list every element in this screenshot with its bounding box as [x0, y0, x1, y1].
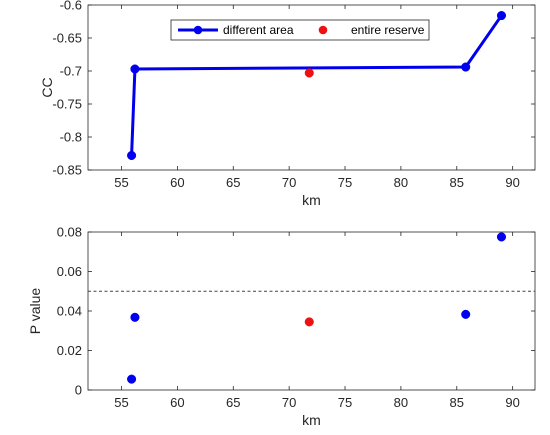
y-tick-label: -0.75: [52, 97, 82, 112]
legend-box: [170, 19, 430, 41]
x-tick-label: 75: [338, 175, 352, 190]
x-tick-label: 65: [226, 395, 240, 410]
legend-label-entire-reserve: entire reserve: [351, 23, 425, 37]
y-axis-label: CC: [39, 77, 55, 97]
bottom-p-value-chart: 55 60 65 70 75 80 85 90 0 0.02 0.04 0.06 0.08 km P val…: [27, 225, 536, 428]
data-point-different-area: [127, 150, 137, 161]
data-point-different-area: [496, 11, 507, 21]
top-cc-chart: 55 60 65 70 75 80 85 90 -0.85 -0.8 -0.75 -0.7 -0.65 -…: [39, 0, 536, 208]
x-tick-label: 85: [450, 395, 464, 410]
legend-label-different-area: different area: [223, 23, 294, 37]
legend: different area entire reserve: [170, 19, 430, 41]
y-tick-label: 0.08: [57, 225, 82, 240]
data-point-different-area: [496, 232, 507, 242]
y-tick-label: -0.8: [60, 130, 82, 145]
x-tick-label: 60: [170, 395, 184, 410]
y-tick-label: 0.04: [57, 304, 82, 319]
data-point-entire-reserve: [304, 68, 314, 78]
data-point-different-area: [130, 64, 140, 74]
x-tick-label: 85: [450, 175, 464, 190]
x-tick-label: 90: [505, 175, 519, 190]
x-tick-label: 55: [114, 395, 128, 410]
x-tick-label: 60: [170, 175, 184, 190]
y-tick-label: -0.65: [52, 31, 82, 46]
data-point-entire-reserve: [304, 317, 314, 327]
x-tick-label: 90: [505, 395, 519, 410]
data-point-different-area: [461, 309, 471, 319]
data-point-different-area: [461, 62, 471, 72]
x-tick-label: 80: [394, 175, 408, 190]
series-line-different-area: [130, 14, 503, 156]
x-tick-label: 75: [338, 395, 352, 410]
y-tick-label: 0: [75, 383, 82, 398]
y-tick-label: 0.02: [57, 343, 82, 358]
x-tick-label: 80: [394, 395, 408, 410]
data-point-different-area: [130, 312, 140, 322]
y-tick-label: -0.85: [52, 163, 82, 178]
y-tick-label: -0.6: [60, 0, 82, 13]
x-axis-label: km: [302, 192, 321, 208]
legend-marker-different-area: [193, 25, 203, 35]
x-tick-label: 55: [114, 175, 128, 190]
legend-marker-entire-reserve: [318, 25, 328, 35]
x-axis-label: km: [302, 412, 321, 428]
x-tick-label: 70: [282, 175, 296, 190]
y-tick-label: 0.06: [57, 264, 82, 279]
plot-box: [87, 4, 536, 171]
data-point-different-area: [127, 374, 137, 384]
y-axis-label: P value: [27, 288, 43, 335]
y-tick-label: -0.7: [60, 64, 82, 79]
x-tick-label: 70: [282, 395, 296, 410]
x-tick-label: 65: [226, 175, 240, 190]
